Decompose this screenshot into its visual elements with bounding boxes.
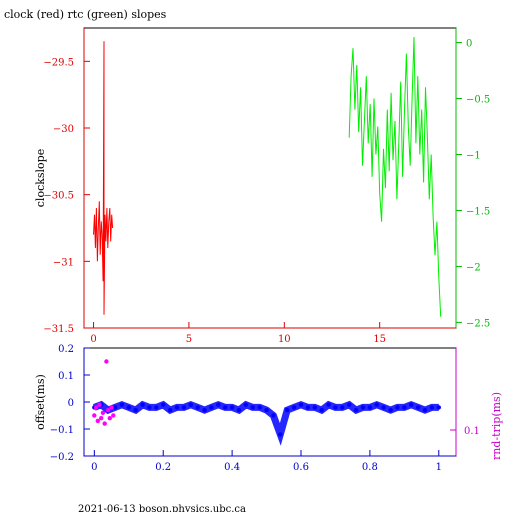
top-y-tick-label: −30 bbox=[53, 124, 74, 135]
top-x-tick-label: 0 bbox=[90, 334, 96, 345]
top-x-tick-label: 5 bbox=[186, 334, 192, 345]
rndtrip-point bbox=[104, 359, 109, 364]
bottom-y-tick-label: 0 bbox=[68, 398, 74, 409]
top-y-tick-label: −31 bbox=[53, 257, 74, 268]
top-panel-frame bbox=[83, 27, 457, 329]
rndtrip-point bbox=[107, 416, 113, 421]
bottom-x-tick-label: 0.6 bbox=[293, 462, 309, 473]
top-y-tick-label: −29.5 bbox=[43, 57, 74, 68]
top-y2-tick-label: −2.5 bbox=[466, 318, 490, 329]
top-y2-tick-label: −0.5 bbox=[466, 95, 490, 106]
bottom-panel-ticks: 0 0.2 0.4 0.6 0.8 1 0.2 0.1 0 −0.1 −0.2 0.1 bbox=[50, 344, 480, 473]
rndtrip-point bbox=[92, 413, 97, 418]
bottom-y2-tick-label: 0.1 bbox=[464, 426, 480, 437]
bottom-y-tick-label: 0.2 bbox=[58, 344, 74, 355]
rndtrip-point bbox=[105, 407, 111, 413]
top-x-tick-label: 10 bbox=[278, 334, 291, 345]
bottom-panel-frame bbox=[83, 347, 457, 457]
bottom-x-tick-label: 0 bbox=[91, 462, 97, 473]
bottom-x-tick-label: 0.4 bbox=[224, 462, 240, 473]
bottom-y2-axis-label: rnd-trip(ms) bbox=[490, 392, 503, 460]
bottom-y-axis-label: offset(ms) bbox=[34, 374, 47, 430]
top-y-tick-label: −30.5 bbox=[43, 191, 74, 202]
top-y2-tick-label: 0 bbox=[466, 39, 472, 50]
rndtrip-point bbox=[97, 402, 102, 407]
bottom-x-tick-label: 0.8 bbox=[362, 462, 378, 473]
top-y2-tick-label: −2 bbox=[466, 262, 481, 273]
series-line-clock bbox=[93, 41, 114, 315]
rndtrip-point bbox=[99, 416, 104, 421]
bottom-y-tick-label: −0.2 bbox=[50, 452, 74, 463]
chart-title: clock (red) rtc (green) slopes bbox=[4, 8, 167, 21]
rndtrip-point bbox=[100, 410, 106, 415]
bottom-x-tick-label: 0.2 bbox=[155, 462, 171, 473]
bottom-x-tick-label: 1 bbox=[436, 462, 442, 473]
rndtrip-point bbox=[109, 405, 114, 410]
top-panel-ticks: 0 5 10 15 −29.5 −30 −30.5 −31 −31.5 0 −0.5 −1 −1.5 −2… bbox=[43, 39, 490, 345]
rndtrip-point bbox=[102, 421, 107, 426]
bottom-panel-series bbox=[92, 359, 441, 446]
top-y2-tick-label: −1 bbox=[466, 150, 481, 161]
bottom-y-tick-label: 0.1 bbox=[58, 371, 74, 382]
rndtrip-point bbox=[111, 413, 116, 418]
rndtrip-point bbox=[93, 405, 99, 410]
top-y2-tick-label: −1.5 bbox=[466, 206, 490, 217]
top-y-axis-label: clockslope bbox=[34, 149, 47, 207]
rndtrip-point bbox=[95, 418, 101, 424]
series-line-rtc bbox=[348, 36, 442, 317]
offset-band bbox=[93, 400, 439, 446]
top-x-tick-label: 15 bbox=[373, 334, 386, 345]
bottom-y-tick-label: −0.1 bbox=[50, 425, 74, 436]
footer-host: 2021-06-13 boson.physics.ubc.ca bbox=[78, 504, 246, 512]
top-panel-series bbox=[93, 36, 442, 317]
top-y-tick-label: −31.5 bbox=[43, 324, 74, 335]
